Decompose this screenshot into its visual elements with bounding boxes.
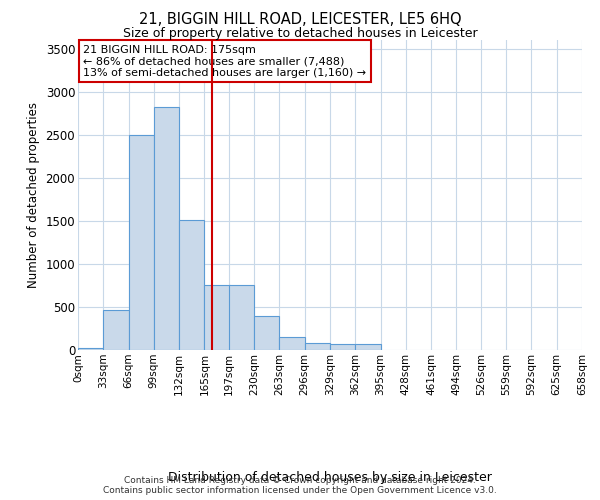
Bar <box>205 286 230 350</box>
Bar <box>179 220 205 350</box>
Bar <box>254 316 280 350</box>
Bar <box>154 107 179 350</box>
Bar <box>355 344 380 350</box>
Y-axis label: Number of detached properties: Number of detached properties <box>27 102 40 288</box>
Bar <box>103 310 128 350</box>
Text: Size of property relative to detached houses in Leicester: Size of property relative to detached ho… <box>122 28 478 40</box>
Bar <box>280 337 305 350</box>
Text: Contains HM Land Registry data © Crown copyright and database right 2024.
Contai: Contains HM Land Registry data © Crown c… <box>103 476 497 495</box>
Bar <box>128 134 154 350</box>
Bar <box>305 343 330 350</box>
Bar <box>330 344 355 350</box>
Bar <box>78 348 103 350</box>
Text: 21 BIGGIN HILL ROAD: 175sqm
← 86% of detached houses are smaller (7,488)
13% of : 21 BIGGIN HILL ROAD: 175sqm ← 86% of det… <box>83 44 366 78</box>
Bar <box>229 286 254 350</box>
X-axis label: Distribution of detached houses by size in Leicester: Distribution of detached houses by size … <box>168 472 492 484</box>
Text: 21, BIGGIN HILL ROAD, LEICESTER, LE5 6HQ: 21, BIGGIN HILL ROAD, LEICESTER, LE5 6HQ <box>139 12 461 28</box>
